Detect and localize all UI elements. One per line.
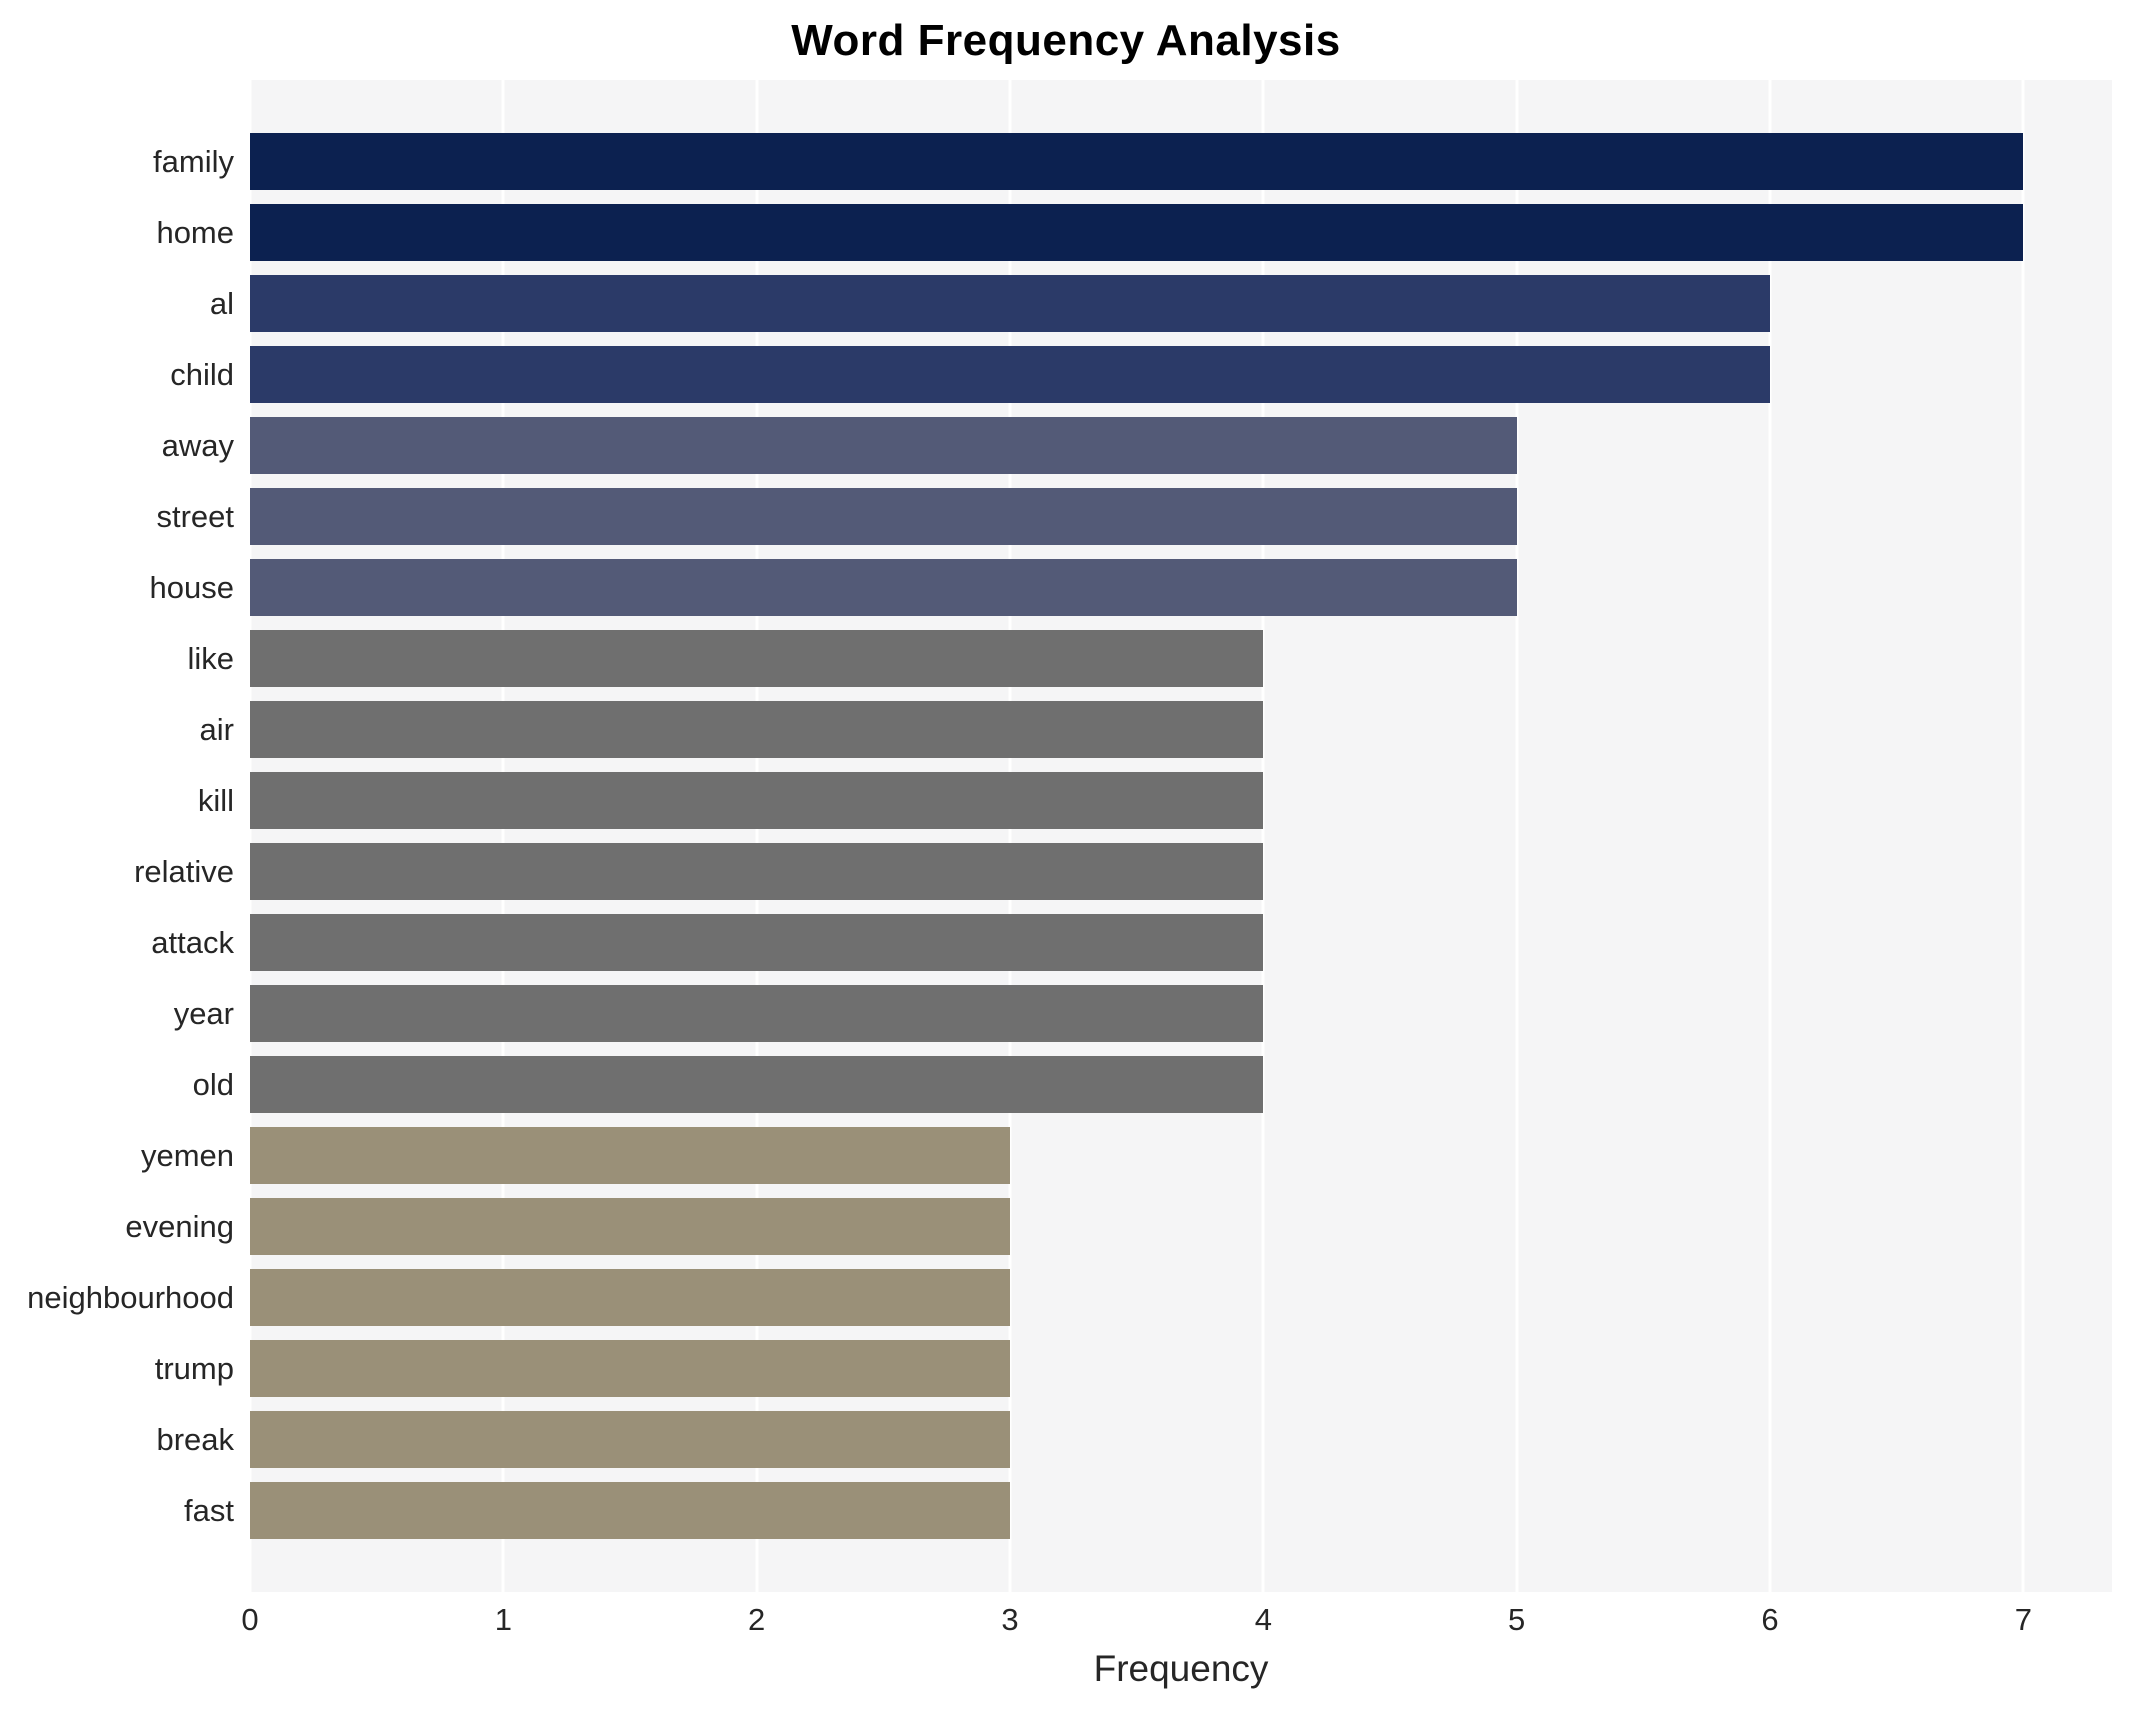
gridline-4	[1261, 80, 1265, 1592]
x-axis-label: Frequency	[1093, 1648, 1269, 1689]
bar-neighbourhood	[250, 1269, 1010, 1326]
bar-row	[250, 1191, 2112, 1262]
category-label-year: year	[173, 995, 234, 1031]
bar-row	[250, 1049, 2112, 1120]
x-tick-2: 2	[748, 1602, 766, 1637]
category-label-child: child	[170, 356, 234, 392]
bars	[250, 80, 2112, 1592]
x-tick-7: 7	[2014, 1602, 2032, 1637]
bar-yemen	[250, 1127, 1010, 1184]
bar-row	[250, 623, 2112, 694]
gridline-0	[248, 80, 252, 1592]
category-label-away: away	[161, 427, 234, 463]
chart-area: family home al child away street house like air k…	[0, 80, 2132, 1592]
category-label-al: al	[209, 285, 234, 321]
gridline-7	[2021, 80, 2025, 1592]
bar-row	[250, 836, 2112, 907]
category-label-like: like	[187, 640, 234, 676]
bar-row	[250, 907, 2112, 978]
bar-away	[250, 417, 1517, 474]
bar-old	[250, 1056, 1264, 1113]
x-tick-0: 0	[241, 1602, 259, 1637]
bar-row	[250, 268, 2112, 339]
x-axis: 0 1 2 3 4 5 6 7 Frequency	[241, 1592, 2112, 1690]
category-label-attack: attack	[151, 924, 234, 960]
category-label-street: street	[156, 498, 234, 534]
bar-family	[250, 133, 2024, 190]
bar-row	[250, 1333, 2112, 1404]
x-tick-5: 5	[1508, 1602, 1526, 1637]
bar-row	[250, 552, 2112, 623]
gridline-2	[755, 80, 759, 1592]
bar-evening	[250, 1198, 1010, 1255]
category-label-house: house	[149, 569, 234, 605]
category-label-evening: evening	[125, 1208, 234, 1244]
gridlines	[248, 80, 2112, 1592]
category-label-fast: fast	[184, 1492, 234, 1528]
bar-home	[250, 204, 2024, 261]
category-label-home: home	[156, 214, 234, 250]
category-label-trump: trump	[154, 1350, 234, 1386]
category-label-yemen: yemen	[140, 1137, 234, 1173]
bar-row	[250, 126, 2112, 197]
gridline-1	[501, 80, 505, 1592]
bar-like	[250, 630, 1264, 687]
category-label-kill: kill	[197, 782, 234, 818]
y-axis-labels: family home al child away street house like air k…	[0, 80, 250, 1592]
bar-row	[250, 978, 2112, 1049]
bar-row	[250, 765, 2112, 836]
x-tick-1: 1	[494, 1602, 512, 1637]
bar-row	[250, 481, 2112, 552]
x-tick-6: 6	[1761, 1602, 1779, 1637]
bar-relative	[250, 843, 1264, 900]
bar-house	[250, 559, 1517, 616]
bar-row	[250, 1262, 2112, 1333]
x-tick-3: 3	[1001, 1602, 1019, 1637]
bar-row	[250, 1120, 2112, 1191]
category-label-relative: relative	[134, 853, 234, 889]
bar-row	[250, 197, 2112, 268]
bar-trump	[250, 1340, 1010, 1397]
category-label-neighbourhood: neighbourhood	[27, 1279, 234, 1315]
x-tick-4: 4	[1254, 1602, 1272, 1637]
bar-air	[250, 701, 1264, 758]
category-label-family: family	[153, 143, 234, 179]
x-tick-labels: 0 1 2 3 4 5 6 7	[241, 1592, 2112, 1640]
gridline-6	[1768, 80, 1772, 1592]
plot-area	[248, 80, 2112, 1592]
category-label-old: old	[192, 1066, 234, 1102]
bar-row	[250, 410, 2112, 481]
bar-al	[250, 275, 1770, 332]
bar-fast	[250, 1482, 1010, 1539]
bar-row	[250, 1475, 2112, 1546]
gridline-3	[1008, 80, 1012, 1592]
bar-year	[250, 985, 1264, 1042]
bar-row	[250, 339, 2112, 410]
category-label-air: air	[199, 711, 234, 747]
bar-row	[250, 1404, 2112, 1475]
bar-child	[250, 346, 1770, 403]
category-label-break: break	[156, 1421, 234, 1457]
bar-row	[250, 694, 2112, 765]
chart-title: Word Frequency Analysis	[791, 16, 1341, 65]
gridline-5	[1515, 80, 1519, 1592]
bar-street	[250, 488, 1517, 545]
bar-kill	[250, 772, 1264, 829]
bar-break	[250, 1411, 1010, 1468]
bar-attack	[250, 914, 1264, 971]
